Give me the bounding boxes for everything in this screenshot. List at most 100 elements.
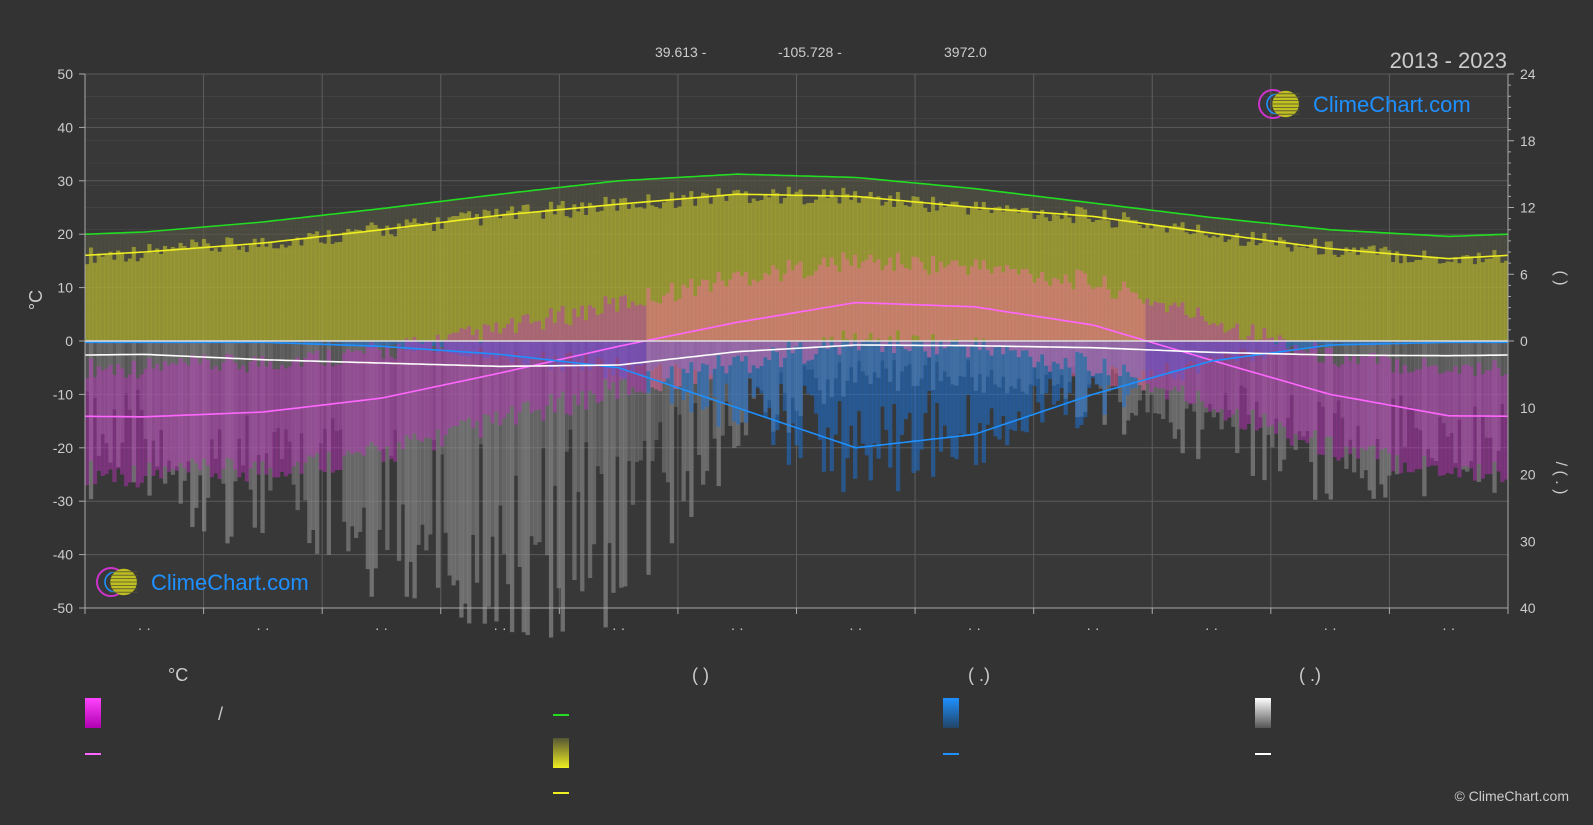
sunshine-bar <box>334 242 339 341</box>
daylight-bar <box>1083 202 1088 210</box>
series-lines <box>84 173 1509 449</box>
temp-range-bar <box>104 368 109 475</box>
sunshine-bar <box>357 229 363 341</box>
rain-bar <box>923 341 928 414</box>
sunshine-bar <box>790 195 795 341</box>
sunshine-bar <box>591 205 597 341</box>
snow-bar <box>1437 341 1443 417</box>
snow-bar <box>529 341 534 537</box>
sunshine-bar <box>287 245 293 341</box>
sunshine-bar <box>1266 241 1271 341</box>
rain-bar <box>642 341 647 364</box>
sunshine-bar <box>786 186 792 341</box>
sunshine-bar <box>708 203 714 341</box>
rain-bar <box>342 341 347 346</box>
snow-bar <box>428 341 433 535</box>
temp-range-bar <box>1324 347 1330 437</box>
temp-range-bar <box>1281 339 1287 427</box>
temp-range-bar <box>420 344 425 442</box>
snow-bar <box>490 341 495 537</box>
rain-bar <box>1180 341 1185 380</box>
legend-daylight-line <box>553 714 569 716</box>
sunshine-bar <box>942 206 947 341</box>
snow-bar <box>338 341 343 430</box>
rain-bar <box>1289 341 1294 347</box>
rain-bar <box>817 341 823 440</box>
sunshine-bar <box>221 244 226 341</box>
temp-range-bar <box>623 295 628 379</box>
daylight-bar <box>147 231 152 245</box>
temp-range-bar <box>209 369 215 478</box>
snow-bar <box>642 341 647 441</box>
temp-range-bar <box>712 283 717 369</box>
rain-bar <box>1359 341 1365 346</box>
sunshine-bar <box>997 206 1002 341</box>
daylight-bar <box>272 220 277 249</box>
sunshine-bar <box>506 210 511 341</box>
sunshine-bar <box>607 203 612 341</box>
snow-bar <box>194 341 199 508</box>
sunshine-bar <box>1445 261 1450 341</box>
temp-range-bar <box>552 322 558 413</box>
sunshine-bar <box>104 254 109 341</box>
daylight-bar <box>295 218 300 238</box>
daylight-bar <box>1410 234 1415 263</box>
daylight-bar <box>400 206 406 229</box>
temp-range-bar <box>868 254 873 333</box>
snow-bar <box>502 341 507 554</box>
snow-bar <box>478 341 484 445</box>
temp-range-bar <box>217 370 222 480</box>
snow-bar <box>568 341 573 430</box>
temp-range-bar <box>919 261 924 342</box>
daylight-bar <box>817 176 823 195</box>
daylight-bar <box>841 177 846 188</box>
sunshine-bar <box>755 200 760 341</box>
daylight-bar <box>892 181 897 207</box>
sunshine-bar <box>1414 259 1419 341</box>
month-label: · · <box>1324 620 1337 636</box>
rain-bar <box>712 341 717 398</box>
rain-bar <box>572 341 577 368</box>
rain-bar <box>1083 341 1088 418</box>
snow-bar <box>486 341 491 607</box>
temp-range-bar <box>1044 281 1049 366</box>
temp-range-bar <box>1184 314 1189 402</box>
snow-bar <box>123 341 129 394</box>
temp-range-bar <box>1504 373 1509 480</box>
daylight-bar <box>346 212 351 229</box>
snow-bar <box>1398 341 1404 396</box>
daylight-bar <box>517 191 523 211</box>
temp-range-bar <box>283 368 289 477</box>
rain-bar <box>369 341 374 349</box>
snow-bar <box>700 341 706 485</box>
sunshine-bar <box>369 222 374 341</box>
snow-bar <box>506 341 511 585</box>
daylight-bar <box>112 233 117 260</box>
rain-bar <box>1301 341 1306 349</box>
temp-range-bar <box>166 365 172 472</box>
temp-range-bar <box>1316 362 1322 455</box>
temp-range-bar <box>494 322 499 412</box>
daylight-bar <box>1383 232 1388 247</box>
sunshine-bar <box>743 191 749 341</box>
rain-bar <box>1215 341 1220 357</box>
snow-bar <box>178 341 183 504</box>
rain-bar <box>1153 341 1158 378</box>
daylight-bar <box>969 188 975 208</box>
rain-bar <box>1379 341 1384 345</box>
rain-bar <box>989 341 994 409</box>
sunshine-bar <box>1075 206 1080 341</box>
daylight-bar <box>252 222 257 239</box>
snow-bar <box>1453 341 1458 464</box>
sunshine-bar <box>993 207 998 341</box>
snow-bar <box>1316 341 1322 402</box>
sunshine-bar <box>431 230 437 341</box>
sunshine-bar <box>810 202 815 341</box>
rain-bar <box>1176 341 1181 374</box>
rain-bar <box>1297 341 1302 349</box>
snow-bar <box>291 341 296 485</box>
temp-range-bar <box>96 366 101 471</box>
temp-range-bar <box>338 364 343 470</box>
snow-bar <box>1426 341 1431 449</box>
sunshine-bar <box>1422 250 1427 341</box>
